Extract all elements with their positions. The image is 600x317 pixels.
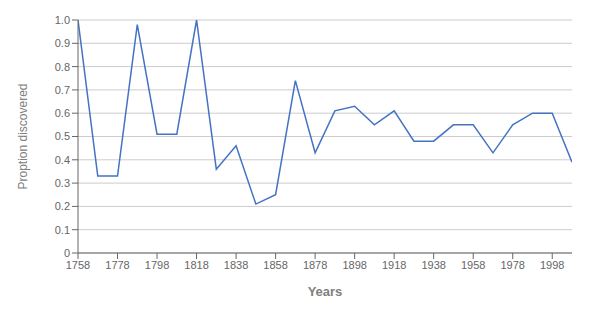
svg-text:1.0: 1.0 — [55, 14, 70, 26]
svg-text:0: 0 — [64, 247, 70, 259]
svg-text:1878: 1878 — [303, 259, 327, 271]
svg-text:0.1: 0.1 — [55, 224, 70, 236]
svg-text:0.2: 0.2 — [55, 200, 70, 212]
svg-text:1798: 1798 — [145, 259, 169, 271]
svg-text:1818: 1818 — [184, 259, 208, 271]
svg-text:0.9: 0.9 — [55, 37, 70, 49]
svg-text:1898: 1898 — [342, 259, 366, 271]
svg-text:0.5: 0.5 — [55, 130, 70, 142]
svg-text:1778: 1778 — [105, 259, 129, 271]
svg-text:Years: Years — [308, 284, 343, 299]
svg-text:1858: 1858 — [263, 259, 287, 271]
svg-text:Proption discovered: Proption discovered — [16, 83, 30, 189]
svg-text:1838: 1838 — [224, 259, 248, 271]
svg-text:0.3: 0.3 — [55, 177, 70, 189]
svg-text:0.4: 0.4 — [55, 154, 70, 166]
svg-text:0.6: 0.6 — [55, 107, 70, 119]
svg-text:1918: 1918 — [382, 259, 406, 271]
svg-text:1938: 1938 — [421, 259, 445, 271]
svg-text:1758: 1758 — [66, 259, 90, 271]
svg-text:0.7: 0.7 — [55, 84, 70, 96]
svg-text:1978: 1978 — [500, 259, 524, 271]
svg-text:0.8: 0.8 — [55, 61, 70, 73]
svg-text:1998: 1998 — [540, 259, 564, 271]
svg-text:1958: 1958 — [461, 259, 485, 271]
